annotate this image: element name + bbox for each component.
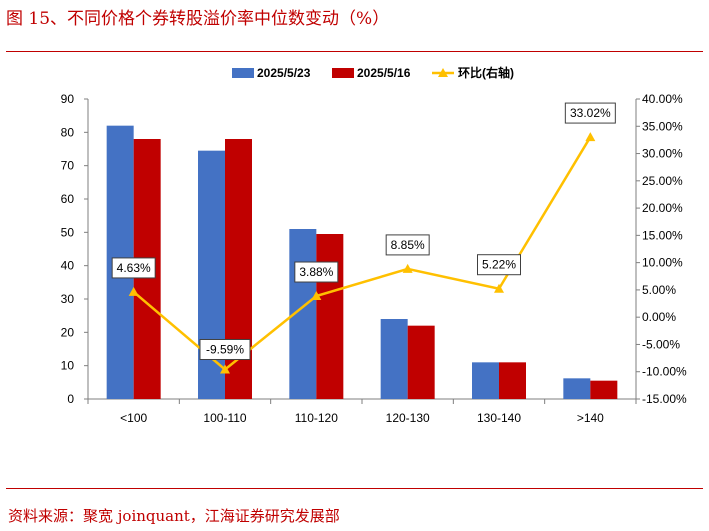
x-tick-label: >140 xyxy=(577,411,604,425)
bar-2 xyxy=(316,234,344,399)
y-left-tick-label: 20 xyxy=(61,325,75,339)
x-tick-label: 130-140 xyxy=(477,411,521,425)
data-label: 8.85% xyxy=(391,238,425,252)
bar-1 xyxy=(380,319,408,399)
y-left-tick-label: 80 xyxy=(61,125,75,139)
data-label-box xyxy=(385,234,430,256)
legend-label: 环比(右轴) xyxy=(458,65,514,80)
bar-2 xyxy=(407,325,435,399)
y-right-tick-label: 25.00% xyxy=(642,174,683,188)
source-rule xyxy=(6,488,703,489)
y-right-tick-label: -5.00% xyxy=(642,337,680,351)
y-left-tick-label: 30 xyxy=(61,292,75,306)
data-label: 3.88% xyxy=(299,265,333,279)
data-label-box xyxy=(294,261,339,283)
legend-swatch xyxy=(232,68,254,78)
x-tick-label: 120-130 xyxy=(386,411,430,425)
legend-label: 2025/5/16 xyxy=(357,66,411,80)
legend-marker xyxy=(438,68,448,77)
y-right-tick-label: 35.00% xyxy=(642,119,683,133)
y-left-tick-label: 70 xyxy=(61,159,75,173)
y-right-tick-label: -10.00% xyxy=(642,365,687,379)
data-label-box xyxy=(564,102,616,124)
data-label-box xyxy=(477,254,521,276)
data-label: 4.63% xyxy=(117,261,151,275)
data-label-box xyxy=(199,338,251,360)
legend-label: 2025/5/23 xyxy=(257,66,311,80)
line-marker xyxy=(585,132,596,142)
y-left-tick-label: 50 xyxy=(61,225,75,239)
y-right-tick-label: 5.00% xyxy=(642,283,676,297)
x-tick-label: 110-120 xyxy=(295,411,338,425)
line-marker xyxy=(311,291,322,301)
bar-2 xyxy=(499,362,526,399)
data-label: 33.02% xyxy=(570,106,611,120)
bar-1 xyxy=(472,362,499,399)
x-tick-label: <100 xyxy=(120,411,147,425)
y-left-tick-label: 60 xyxy=(61,192,75,206)
y-left-tick-label: 0 xyxy=(67,392,74,406)
line-marker xyxy=(128,286,139,296)
data-label-box xyxy=(111,257,156,279)
line-marker xyxy=(402,263,413,273)
bar-2 xyxy=(590,380,618,399)
y-right-tick-label: 20.00% xyxy=(642,201,683,215)
y-right-tick-label: 15.00% xyxy=(642,228,683,242)
x-tick-label: 100-110 xyxy=(203,411,246,425)
data-label: -9.59% xyxy=(206,342,244,356)
y-right-tick-label: 30.00% xyxy=(642,147,683,161)
legend-swatch xyxy=(332,68,354,78)
bar-1 xyxy=(198,150,225,399)
chart: 0 10 20 30 40 50 60 70 80 90 -15.00% -10.00% -5.00% 0… xyxy=(61,65,687,425)
line-marker xyxy=(494,283,504,293)
title-rule xyxy=(6,51,703,52)
y-left-tick-label: 10 xyxy=(61,359,75,373)
y-right-tick-label: 10.00% xyxy=(642,256,683,270)
y-left-tick-label: 40 xyxy=(61,259,75,273)
line-marker xyxy=(220,364,230,374)
source-note: 资料来源：聚宽 joinquant，江海证券研究发展部 xyxy=(8,507,340,525)
y-right-tick-label: 0.00% xyxy=(642,310,676,324)
figure-title: 图 15、不同价格个券转股溢价率中位数变动（%） xyxy=(6,9,390,29)
bar-1 xyxy=(563,378,591,399)
y-right-tick-label: 40.00% xyxy=(642,92,683,106)
data-label: 5.22% xyxy=(482,258,516,272)
y-right-tick-label: -15.00% xyxy=(642,392,687,406)
y-left-tick-label: 90 xyxy=(61,92,75,106)
